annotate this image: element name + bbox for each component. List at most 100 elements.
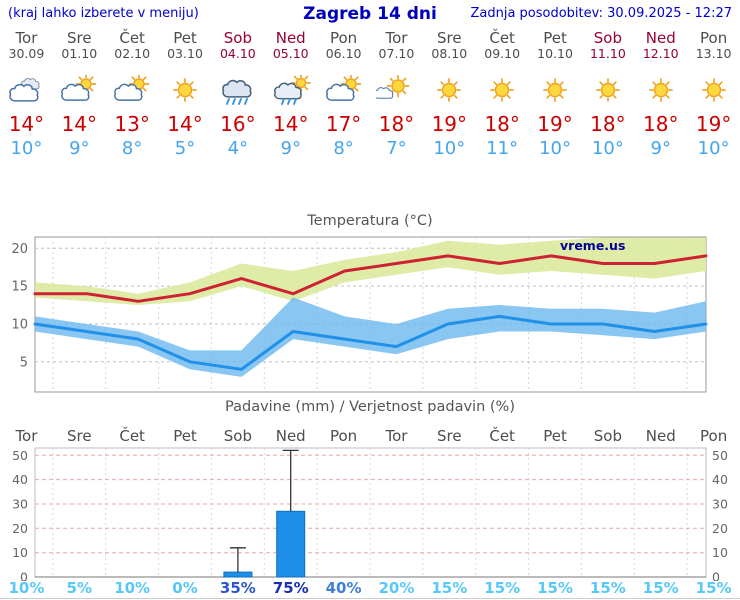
day-date: 09.10 — [484, 46, 521, 61]
precip-day-label: Pet — [543, 427, 567, 445]
forecast-day: Tor 30.09 14° 10° — [0, 30, 53, 159]
high-temp: 18° — [590, 112, 626, 136]
day-date: 03.10 — [167, 46, 203, 61]
day-name: Ned — [645, 29, 676, 47]
day-name: Čet — [489, 29, 515, 47]
precip-probability: 15% — [642, 579, 679, 597]
day-date: 13.10 — [695, 46, 732, 61]
svg-text:40: 40 — [712, 472, 728, 487]
precip-day-label: Pon — [329, 427, 358, 445]
bottom-divider — [0, 598, 740, 599]
high-temp: 19° — [431, 112, 468, 136]
day-date: 04.10 — [219, 46, 256, 61]
precip-probability: 15% — [484, 579, 521, 597]
precip-day-label: Pon — [700, 427, 728, 445]
svg-text:20: 20 — [11, 242, 28, 257]
day-date: 01.10 — [61, 46, 98, 61]
svg-text:10: 10 — [12, 545, 28, 560]
rain-icon — [211, 75, 264, 105]
precip-probability-row: 10% 5% 10% 0% 35% 75% 40% 20% 15% 15% 15% 15% 15% 15% — [0, 579, 740, 597]
forecast-day: Sre 01.10 14° 9° — [53, 30, 106, 159]
sunny-icon — [581, 75, 634, 105]
precip-day-label: Čet — [489, 427, 515, 445]
precip-probability: 10% — [8, 579, 45, 597]
sunny-icon — [687, 75, 740, 105]
precipitation-chart: 0 0 10 10 20 20 30 30 40 40 50 50 — [12, 447, 728, 582]
day-name: Tor — [15, 29, 38, 47]
page-title: Zagreb 14 dni — [303, 4, 437, 24]
low-temp: 10° — [433, 138, 466, 159]
day-date: 08.10 — [431, 46, 468, 61]
partly-cloudy-icon — [53, 73, 106, 105]
precip-probability: 40% — [325, 579, 362, 597]
sunny-icon — [423, 75, 476, 105]
day-date: 11.10 — [589, 46, 626, 61]
svg-text:30: 30 — [712, 497, 728, 512]
precip-day-labels-row: Tor Sre Čet Pet Sob Ned Pon Tor Sre Čet Pet Sob Ned P… — [0, 427, 740, 445]
low-temp: 8° — [121, 138, 143, 159]
low-temp: 9° — [650, 138, 671, 159]
low-temp: 10° — [697, 138, 730, 159]
forecast-day: Pon 06.10 17° 8° — [317, 30, 370, 159]
precip-day-label: Tor — [15, 427, 38, 445]
svg-text:20: 20 — [712, 521, 728, 536]
high-temp: 18° — [378, 112, 415, 136]
svg-text:0: 0 — [712, 570, 720, 582]
precip-day-label: Sre — [437, 427, 462, 445]
svg-text:40: 40 — [12, 472, 28, 487]
low-temp: 7° — [386, 138, 407, 159]
sunny-icon — [159, 75, 212, 105]
day-name: Ned — [275, 29, 306, 47]
precip-probability: 35% — [219, 579, 256, 597]
sunny-icon — [529, 75, 582, 105]
precip-day-label: Ned — [645, 427, 676, 445]
day-name: Pet — [543, 29, 567, 47]
precip-day-label: Sob — [223, 427, 252, 445]
day-date: 07.10 — [378, 46, 415, 61]
forecast-day: Čet 09.10 18° 11° — [476, 30, 529, 159]
low-temp: 10° — [10, 138, 43, 159]
low-temp: 4° — [227, 138, 249, 159]
temperature-chart: 5 10 15 20 vreme.us — [11, 236, 708, 393]
forecast-day: Ned 12.10 18° 9° — [634, 30, 687, 159]
sun-rain-icon — [264, 73, 317, 105]
day-date: 02.10 — [114, 46, 151, 61]
svg-text:10: 10 — [11, 318, 28, 333]
precip-probability: 5% — [66, 579, 93, 597]
low-temp: 8° — [333, 138, 354, 159]
low-temp: 9° — [69, 138, 90, 159]
high-temp: 18° — [643, 112, 679, 136]
svg-text:20: 20 — [12, 521, 28, 536]
high-temp: 18° — [484, 112, 520, 136]
precip-day-label: Ned — [275, 427, 306, 445]
precip-probability: 15% — [431, 579, 468, 597]
day-date: 10.10 — [537, 46, 573, 61]
day-name: Sre — [437, 29, 462, 47]
precip-probability: 15% — [589, 579, 626, 597]
svg-text:50: 50 — [712, 448, 728, 463]
high-temp: 19° — [695, 112, 732, 136]
high-temp: 16° — [220, 112, 256, 136]
partly-cloudy-icon — [317, 73, 370, 105]
forecast-day: Pet 10.10 19° 10° — [529, 30, 582, 159]
forecast-day: Sob 11.10 18° 10° — [581, 30, 634, 159]
day-date: 05.10 — [272, 46, 309, 61]
svg-text:0: 0 — [20, 570, 28, 582]
low-temp: 9° — [280, 138, 301, 159]
day-name: Sob — [223, 29, 252, 47]
day-name: Sre — [66, 29, 92, 47]
day-name: Sob — [593, 29, 622, 47]
temperature-chart-title: Temperatura (°C) — [307, 213, 433, 229]
low-temp: 10° — [591, 138, 624, 159]
day-name: Pon — [700, 29, 728, 47]
low-temp: 10° — [539, 138, 571, 159]
partly-cloudy-icon — [106, 73, 159, 105]
precip-probability: 0% — [172, 579, 198, 597]
day-name: Čet — [119, 29, 145, 47]
high-temp: 14° — [8, 112, 45, 136]
forecast-day: Pon 13.10 19° 10° — [687, 30, 740, 159]
svg-text:15: 15 — [11, 280, 28, 295]
svg-text:30: 30 — [12, 497, 28, 512]
high-temp: 17° — [325, 112, 362, 136]
